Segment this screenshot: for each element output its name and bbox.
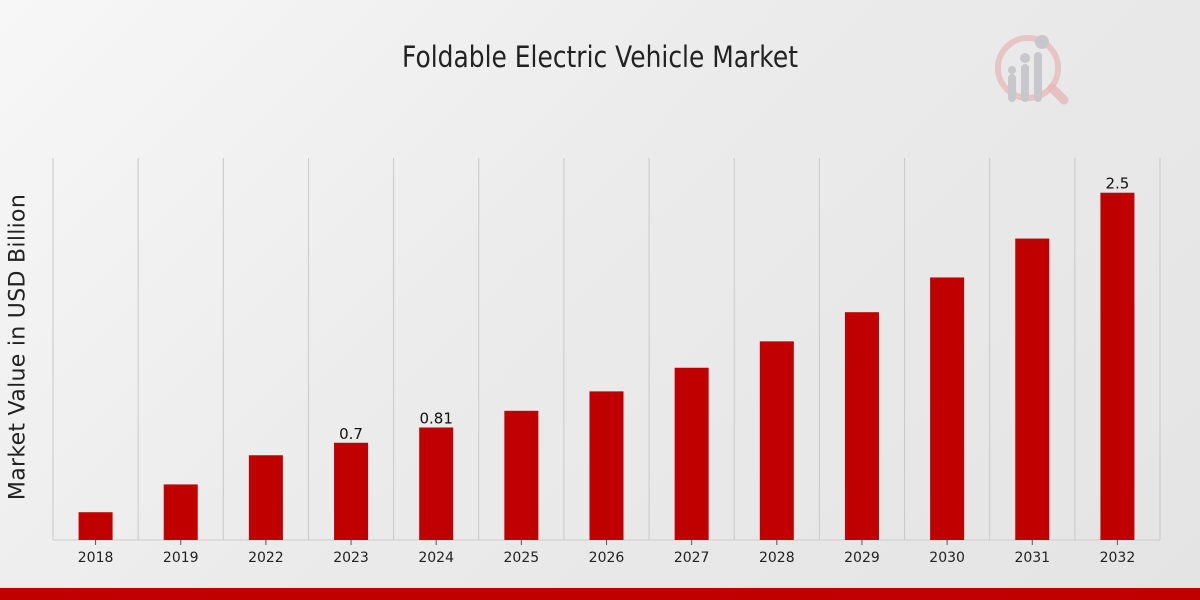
bar-2031 — [1015, 238, 1050, 541]
bar-2032 — [1100, 192, 1135, 540]
x-tick-label: 2023 — [333, 550, 369, 566]
x-tick-label: 2028 — [759, 550, 795, 566]
x-tick-label: 2030 — [929, 550, 965, 566]
bar-2025 — [504, 410, 539, 540]
footer-accent-bar — [0, 588, 1200, 600]
data-label: 0.7 — [339, 425, 363, 443]
chart-title: Foldable Electric Vehicle Market — [401, 40, 798, 74]
x-tick-label: 2022 — [248, 550, 284, 566]
bar-2018 — [78, 512, 113, 540]
bar-2029 — [844, 312, 879, 540]
x-tick-label: 2029 — [844, 550, 880, 566]
x-tick-label: 2018 — [78, 550, 114, 566]
brand-logo-icon — [995, 35, 1069, 105]
x-tick-label: 2019 — [163, 550, 199, 566]
bar-2019 — [163, 484, 198, 540]
x-tick-label: 2027 — [674, 550, 710, 566]
bar-2026 — [589, 391, 624, 540]
bar-2028 — [759, 341, 794, 540]
x-tick-label: 2024 — [418, 550, 454, 566]
bar-2022 — [248, 455, 283, 540]
bar-2027 — [674, 367, 709, 540]
bar-2023 — [334, 442, 369, 540]
x-tick-label: 2031 — [1014, 550, 1050, 566]
data-label: 0.81 — [419, 409, 452, 427]
bar-2024 — [419, 427, 454, 540]
bar-2030 — [930, 277, 965, 540]
data-label: 2.5 — [1105, 175, 1129, 193]
x-tick-label: 2032 — [1100, 550, 1136, 566]
x-tick-label: 2026 — [589, 550, 625, 566]
x-tick-label: 2025 — [504, 550, 540, 566]
